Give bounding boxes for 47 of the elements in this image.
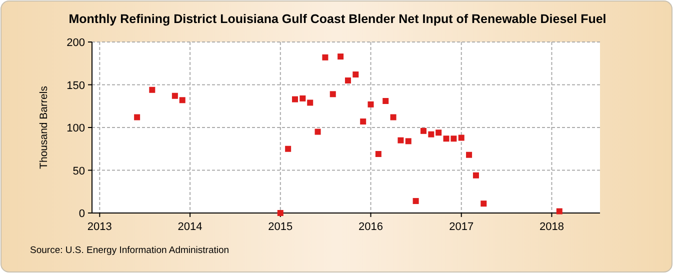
point: [360, 118, 366, 125]
point: [458, 134, 464, 141]
point: [149, 86, 156, 93]
x-tick-label: 2017: [449, 221, 474, 233]
point: [322, 54, 328, 60]
point: [443, 136, 450, 142]
point: [172, 92, 178, 99]
point: [405, 138, 412, 144]
point: [375, 151, 382, 158]
y-tick-label: 50: [72, 165, 85, 178]
x-tick-label: 2014: [178, 221, 202, 233]
point: [382, 98, 389, 104]
point: [344, 77, 351, 84]
point: [352, 71, 359, 78]
point: [307, 100, 314, 106]
source-note: Source: U.S. Energy Information Administration: [30, 245, 230, 256]
point: [450, 136, 457, 142]
point: [300, 95, 306, 102]
y-tick-label: 0: [78, 208, 85, 220]
x-tick-label: 2015: [268, 221, 293, 233]
point: [480, 200, 487, 207]
point: [330, 91, 336, 98]
chart-title: Monthly Refining District Louisiana Gulf Coast Blender Net Input of Renewable Diesel Fuel: [68, 12, 606, 26]
point: [436, 130, 442, 136]
point: [390, 114, 396, 120]
y-tick-label: 100: [66, 122, 85, 134]
point: [368, 101, 374, 108]
x-tick-label: 2018: [539, 221, 564, 233]
point: [314, 128, 321, 135]
point: [179, 97, 186, 104]
point: [472, 172, 479, 178]
point: [556, 208, 562, 214]
y-tick-label: 200: [66, 37, 85, 49]
x-tick-label: 2013: [87, 221, 112, 233]
point: [466, 152, 472, 158]
y-axis-title: Thousand Barrels: [38, 86, 50, 169]
point: [412, 198, 419, 204]
point: [428, 131, 434, 138]
point: [338, 54, 344, 60]
point: [292, 96, 298, 102]
point: [398, 137, 404, 144]
point: [277, 210, 284, 216]
x-tick-label: 2016: [358, 221, 383, 233]
point: [420, 128, 426, 134]
point: [285, 146, 292, 152]
y-tick-label: 150: [66, 80, 85, 92]
point: [134, 114, 140, 120]
